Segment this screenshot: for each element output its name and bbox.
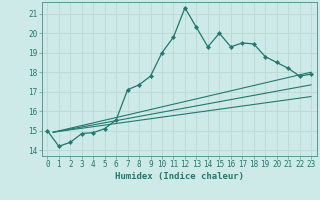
X-axis label: Humidex (Indice chaleur): Humidex (Indice chaleur)	[115, 172, 244, 181]
